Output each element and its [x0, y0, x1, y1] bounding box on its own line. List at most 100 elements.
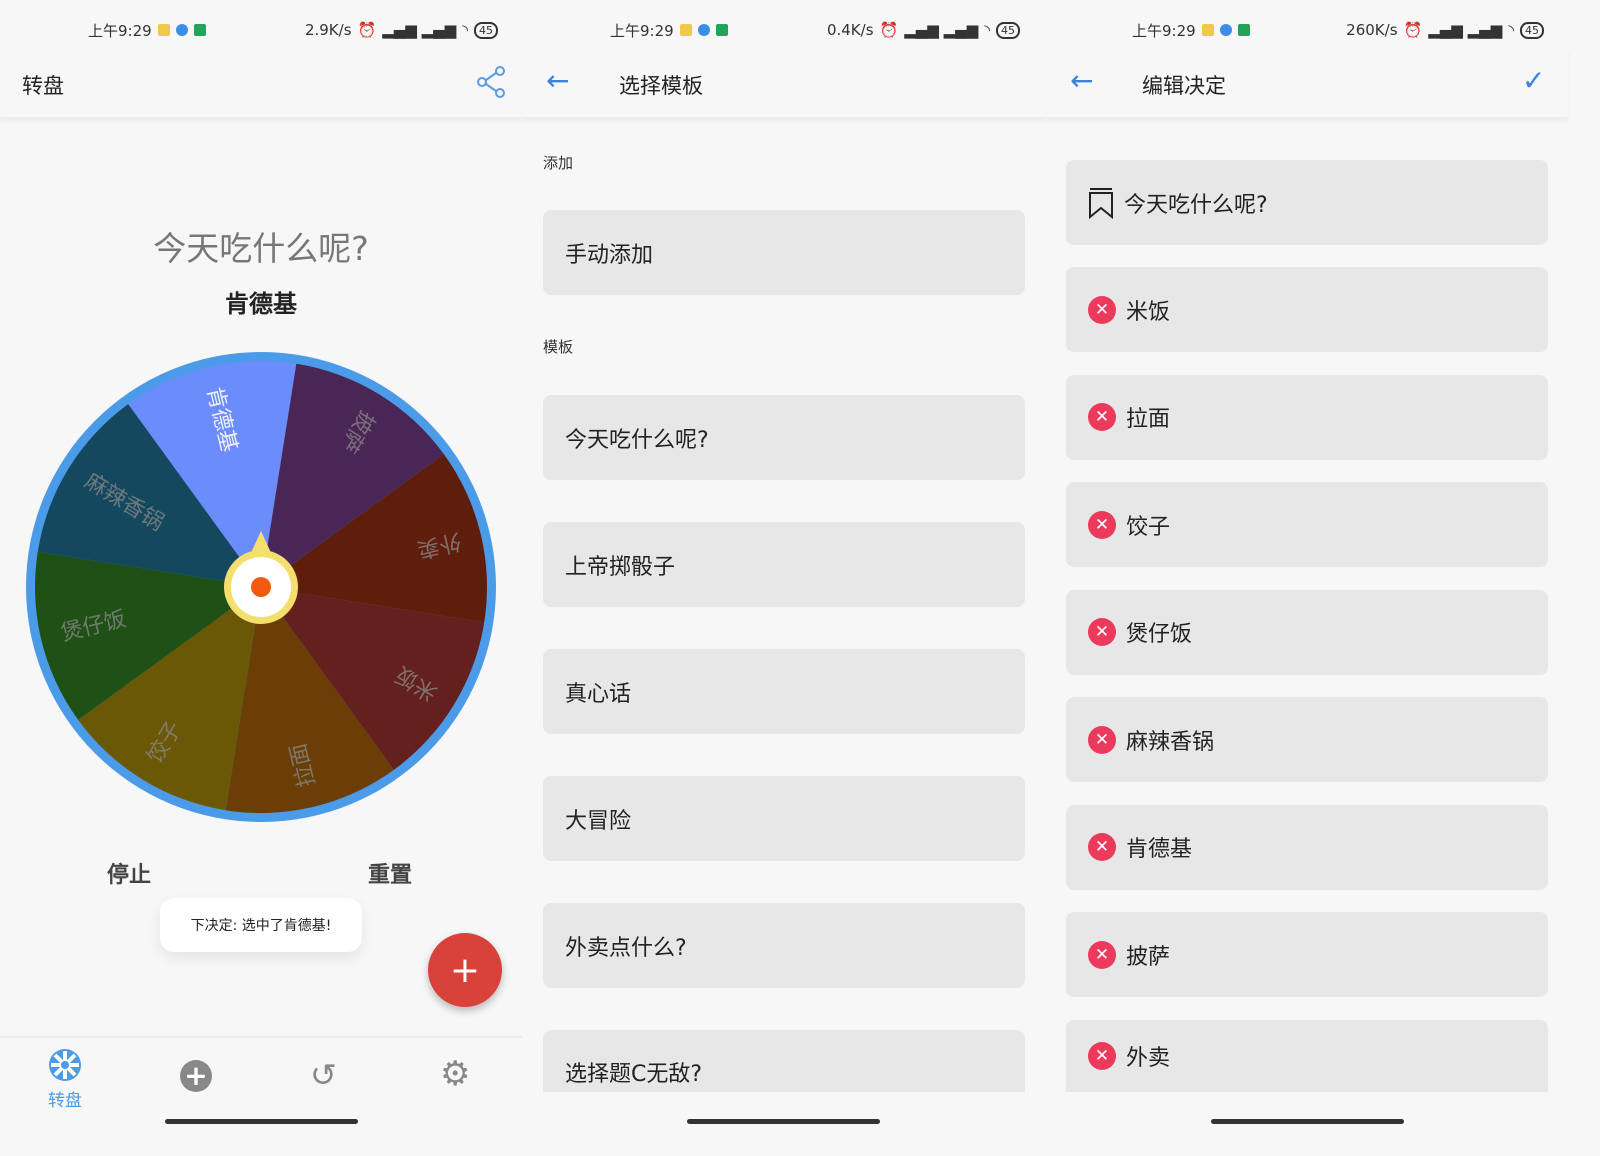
signal-icon: ▂▄▆ ▂▄▆: [1428, 21, 1503, 39]
app-bar: ← 选择模板: [522, 50, 1046, 118]
home-indicator: [165, 1119, 358, 1124]
home-indicator: [1211, 1119, 1404, 1124]
template-item[interactable]: 外卖点什么?: [543, 903, 1025, 988]
option-item[interactable]: ✕ 披萨: [1066, 912, 1548, 997]
nav-add[interactable]: +: [180, 1060, 212, 1092]
status-time: 上午9:29: [88, 21, 152, 40]
app-bar: ← 编辑决定 ✓: [1046, 50, 1568, 118]
wifi-icon: ◝: [462, 21, 468, 39]
template-item[interactable]: 真心话: [543, 649, 1025, 734]
status-time: 上午9:29: [1132, 21, 1196, 40]
wheel-screen: 上午9:29 2.9K/s ⏰ ▂▄▆ ▂▄▆ ◝ 45 转盘 今天吃什么呢? …: [0, 0, 522, 1156]
nav-wheel[interactable]: 转盘: [40, 1048, 90, 1111]
confirm-check-icon[interactable]: ✓: [1522, 64, 1546, 97]
wheel-segment: [261, 587, 485, 770]
notification-icon: [157, 24, 170, 36]
status-time: 上午9:29: [610, 21, 674, 40]
share-icon[interactable]: [476, 66, 506, 98]
remove-option-icon[interactable]: ✕: [1088, 618, 1116, 646]
remove-option-icon[interactable]: ✕: [1088, 1041, 1116, 1070]
stop-button[interactable]: 停止: [107, 863, 152, 888]
remove-option-icon[interactable]: ✕: [1088, 833, 1116, 861]
wifi-icon: ◝: [1508, 21, 1514, 39]
alarm-icon: ⏰: [879, 21, 899, 39]
home-indicator: [687, 1119, 880, 1124]
add-fab[interactable]: +: [428, 933, 502, 1007]
option-label: 肯德基: [1126, 837, 1193, 862]
network-speed: 260K/s: [1346, 21, 1398, 39]
phone-icon: [715, 24, 728, 36]
remove-option-icon[interactable]: ✕: [1088, 403, 1116, 431]
option-item[interactable]: ✕ 拉面: [1066, 374, 1548, 460]
remove-option-icon[interactable]: ✕: [1088, 295, 1116, 324]
remove-option-icon[interactable]: ✕: [1088, 940, 1116, 969]
result-text: 肯德基: [225, 290, 297, 318]
option-item[interactable]: ✕ 麻辣香锅: [1066, 697, 1548, 782]
section-templates: 模板: [543, 338, 574, 356]
option-item[interactable]: ✕ 米饭: [1066, 267, 1548, 352]
option-label: 饺子: [1126, 514, 1171, 540]
nav-history[interactable]: ↺: [310, 1056, 337, 1094]
network-speed: 2.9K/s: [304, 21, 352, 39]
template-item[interactable]: 上帝掷骰子: [543, 522, 1025, 607]
shield-icon: [1219, 24, 1232, 36]
template-screen: 上午9:29 0.4K/s ⏰ ▂▄▆ ▂▄▆ ◝ 45 ← 选择模板 添加 手…: [522, 0, 1046, 1156]
template-item[interactable]: 今天吃什么呢?: [543, 395, 1025, 480]
battery: 45: [996, 21, 1020, 39]
status-bar: 上午9:29 2.9K/s ⏰ ▂▄▆ ▂▄▆ ◝ 45: [88, 18, 498, 42]
network-speed: 0.4K/s: [826, 21, 874, 39]
decision-title: 今天吃什么呢?: [1124, 192, 1268, 218]
shield-icon: [697, 24, 710, 36]
option-label: 披萨: [1126, 944, 1171, 970]
bookmark-icon: [1089, 187, 1113, 219]
page-title: 选择模板: [619, 74, 703, 98]
wheel-segment: [261, 363, 444, 587]
template-label: 选择题C无敌?: [565, 1062, 703, 1087]
option-item[interactable]: ✕ 饺子: [1066, 482, 1548, 567]
phone-icon: [1237, 24, 1250, 36]
signal-icon: ▂▄▆ ▂▄▆: [382, 21, 457, 39]
battery: 45: [1520, 21, 1544, 39]
option-label: 煲仔饭: [1126, 622, 1193, 647]
page-title: 转盘: [22, 74, 64, 98]
option-label: 米饭: [1126, 299, 1171, 325]
add-circle-icon: +: [184, 1059, 208, 1092]
nav-wheel-label: 转盘: [48, 1091, 82, 1111]
decision-title-field[interactable]: 今天吃什么呢?: [1066, 160, 1548, 245]
wheel-segment: [78, 587, 261, 811]
back-arrow-icon[interactable]: ←: [1070, 64, 1094, 97]
reset-button[interactable]: 重置: [368, 863, 413, 888]
template-label: 上帝掷骰子: [565, 554, 676, 580]
bottom-nav: 转盘 + ↺ ⚙: [0, 1036, 522, 1156]
template-item[interactable]: 大冒险: [543, 776, 1025, 861]
question-title: 今天吃什么呢?: [153, 229, 369, 268]
alarm-icon: ⏰: [1403, 21, 1423, 39]
remove-option-icon[interactable]: ✕: [1088, 725, 1116, 754]
page-title: 编辑决定: [1142, 74, 1226, 98]
notification-icon: [1201, 24, 1214, 36]
nav-settings[interactable]: ⚙: [440, 1054, 470, 1094]
toast: 下决定: 选中了肯德基!: [160, 898, 362, 952]
edit-screen: 上午9:29 260K/s ⏰ ▂▄▆ ▂▄▆ ◝ 45 ← 编辑决定 ✓ 今天…: [1046, 0, 1600, 1156]
app-bar: 转盘: [0, 50, 522, 118]
option-item[interactable]: ✕ 煲仔饭: [1066, 589, 1548, 675]
wifi-icon: ◝: [984, 21, 990, 39]
option-item[interactable]: ✕ 外卖: [1066, 1019, 1548, 1092]
manual-add-button[interactable]: 手动添加: [543, 210, 1025, 295]
option-item[interactable]: ✕ 肯德基: [1066, 804, 1548, 890]
wheel-segment: [261, 454, 487, 623]
wheel-segment: [35, 551, 261, 720]
alarm-icon: ⏰: [357, 21, 377, 39]
option-label: 拉面: [1126, 407, 1171, 432]
wheel-icon: [49, 1049, 81, 1081]
back-arrow-icon[interactable]: ←: [546, 64, 570, 97]
manual-add-label: 手动添加: [565, 242, 654, 268]
wheel-segment: [128, 361, 297, 587]
template-item[interactable]: 选择题C无敌?: [543, 1030, 1025, 1092]
remove-option-icon[interactable]: ✕: [1088, 510, 1116, 539]
template-label: 真心话: [565, 681, 632, 707]
option-label: 麻辣香锅: [1126, 729, 1215, 755]
signal-icon: ▂▄▆ ▂▄▆: [904, 21, 979, 39]
shield-icon: [175, 24, 188, 36]
